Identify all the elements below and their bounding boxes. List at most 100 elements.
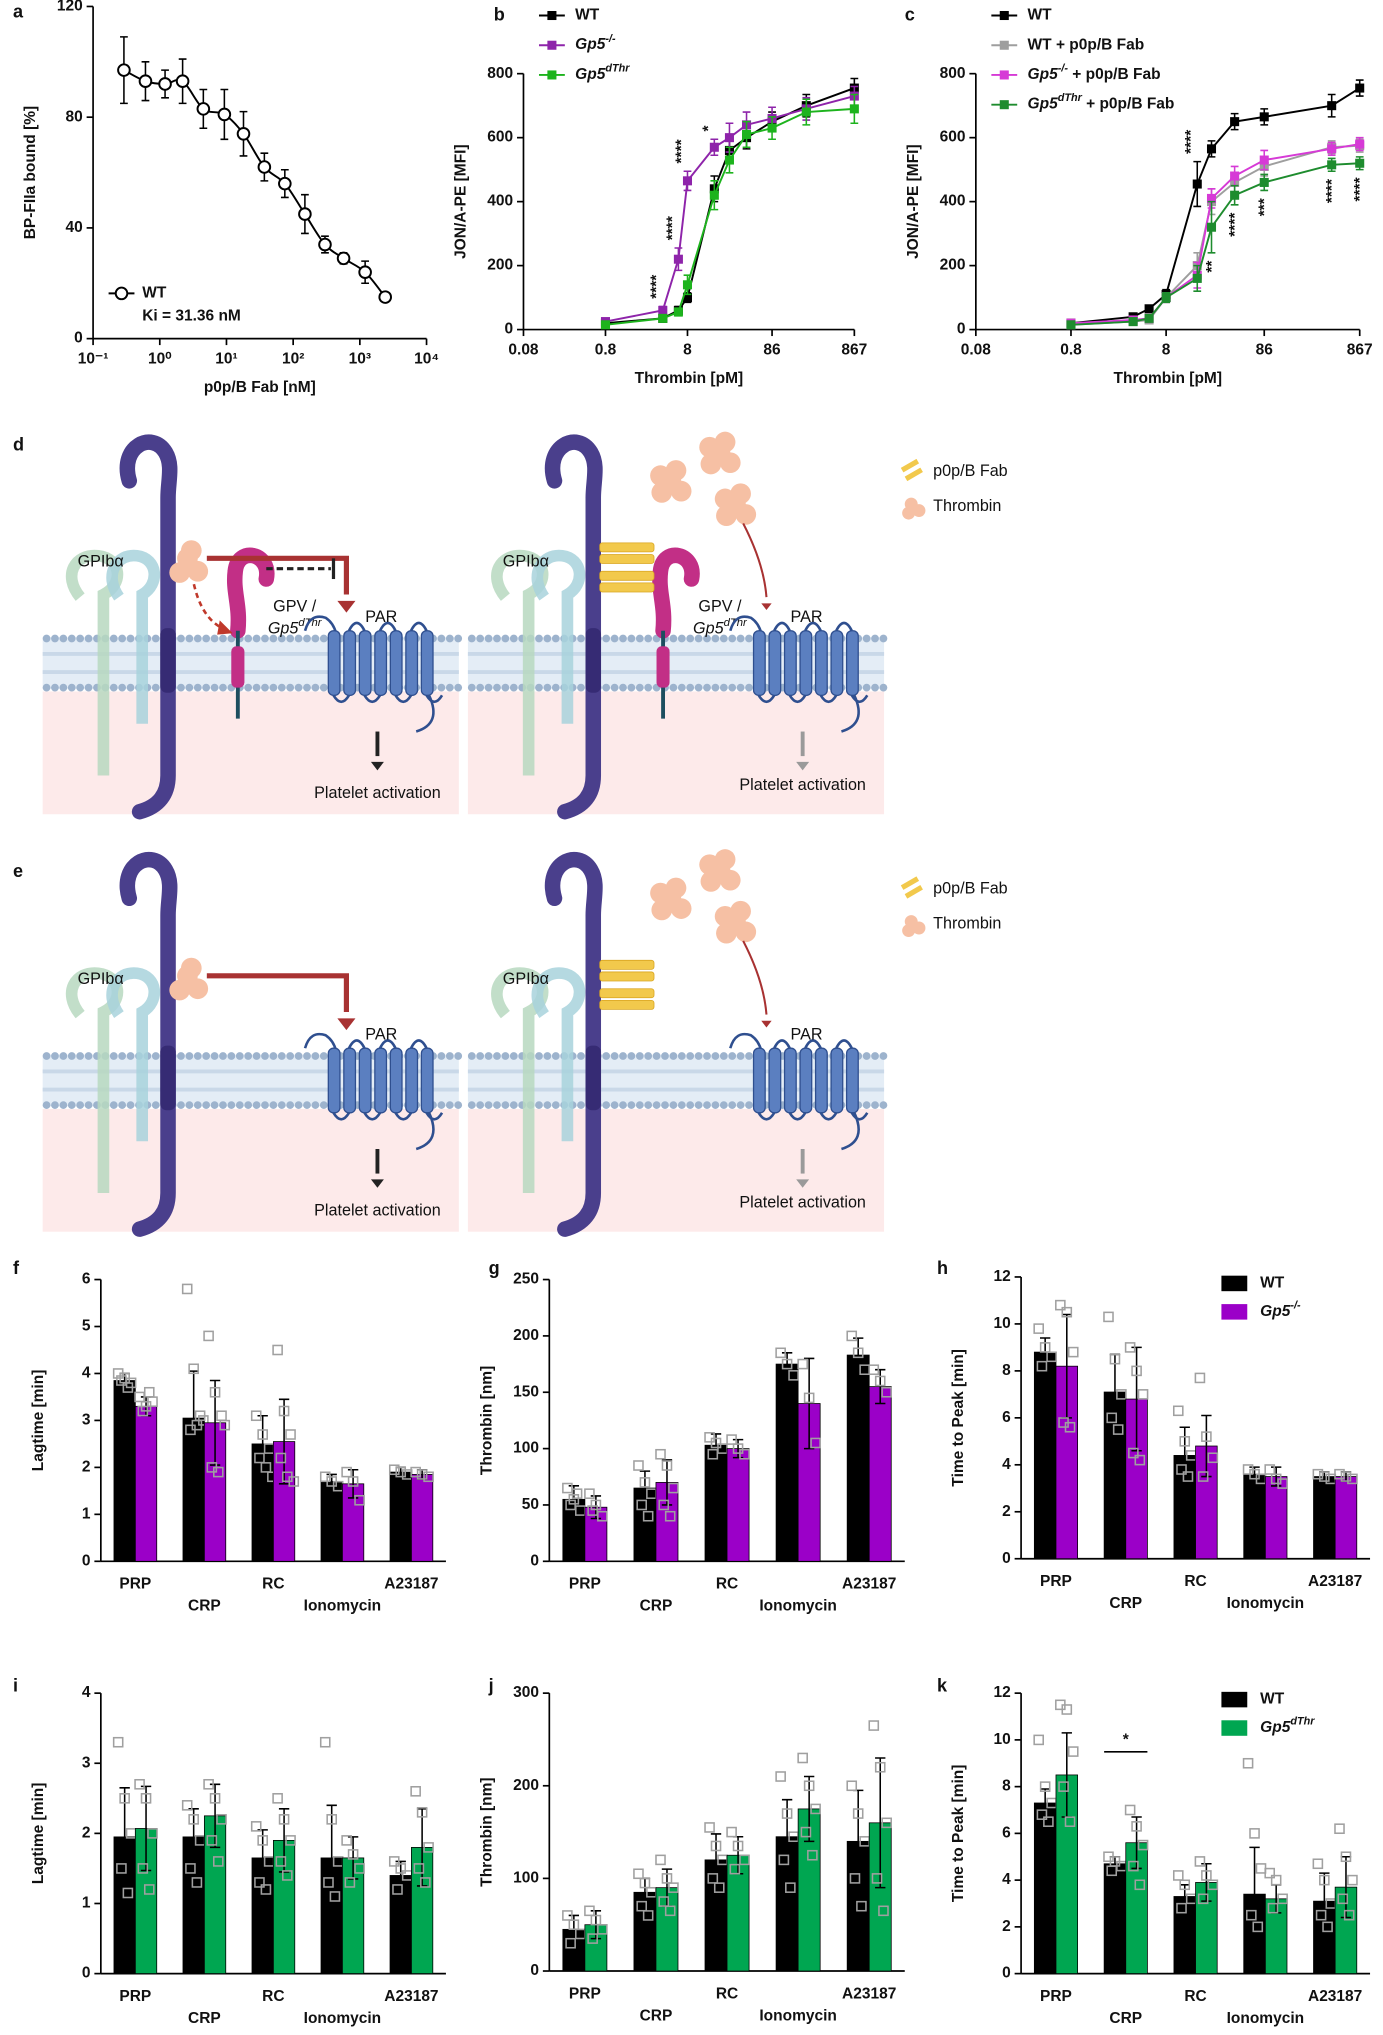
data-point [416, 1469, 428, 1480]
diagram-legend: p0p/B Fab Thrombin [900, 458, 1008, 520]
lipid-head [871, 1101, 879, 1109]
error-bar [803, 1357, 815, 1450]
data-point [250, 1410, 262, 1422]
x-tick-label: 8 [1162, 341, 1171, 358]
data-point [1176, 1902, 1187, 1914]
marker [709, 190, 719, 200]
significance: *** [1257, 197, 1274, 216]
data-point [781, 1358, 793, 1370]
data-point [1064, 1421, 1076, 1433]
lipid-head [745, 634, 753, 643]
lipid-head [277, 1052, 286, 1060]
data-point [341, 1466, 352, 1478]
annotation: Ki = 31.36 nM [142, 308, 241, 325]
lipid-head [484, 634, 493, 643]
lipid-head [210, 1052, 219, 1060]
y-tick-label: 2 [82, 1458, 91, 1475]
lipid-head [652, 1052, 661, 1060]
thrombin [714, 488, 736, 510]
data-point [590, 1914, 602, 1926]
bar [846, 1354, 870, 1562]
data-point [1043, 1816, 1054, 1827]
data-point [1172, 1405, 1184, 1417]
data-point [260, 1884, 272, 1895]
marker [117, 63, 131, 77]
data-point [1112, 1424, 1124, 1435]
y-tick-label: 4 [82, 1684, 91, 1701]
error-bar [188, 1808, 199, 1866]
data-point [181, 1800, 193, 1811]
bar [868, 1386, 892, 1562]
data-point [285, 1835, 296, 1846]
x-tick-label: 10² [282, 350, 304, 367]
marker [336, 251, 351, 266]
error-bar [781, 1352, 793, 1377]
panel-label: a [13, 2, 24, 22]
legend-label: WT [142, 284, 167, 301]
lipid-head [151, 683, 160, 692]
lipid-head [745, 683, 753, 692]
lipid-head [118, 1052, 127, 1060]
lipid-head [661, 1052, 669, 1060]
data-point [562, 1910, 573, 1921]
x-tick-label: Ionomycin [1227, 1595, 1305, 1612]
thrombin [187, 560, 209, 582]
lipid-head [76, 683, 85, 692]
data-point [881, 1386, 892, 1398]
marker [1230, 190, 1240, 200]
data-point [119, 1793, 130, 1804]
x-tick-label: PRP [569, 1576, 601, 1593]
data-point [775, 1347, 786, 1359]
data-point [1137, 1389, 1149, 1400]
lipid-head [109, 634, 118, 643]
membrane [42, 637, 459, 689]
marker [682, 293, 693, 303]
data-point [856, 1900, 867, 1912]
lipid-head [501, 1101, 510, 1109]
x-tick-label: 10⁴ [414, 350, 439, 367]
lipid-head [454, 634, 463, 643]
y-tick-label: 120 [57, 0, 83, 15]
par-helix [405, 630, 419, 696]
x-tick-label: A23187 [1308, 1988, 1362, 2005]
y-tick-label: 200 [513, 1327, 539, 1344]
data-point [275, 1856, 287, 1867]
thrombin [735, 504, 757, 525]
data-point [1061, 1704, 1073, 1715]
data-point [1067, 1746, 1079, 1757]
par-helix [343, 1047, 357, 1114]
data-point [140, 1793, 152, 1804]
signal-arrow [742, 522, 768, 598]
outcome-label: Platelet activation [739, 776, 866, 794]
par-helix [343, 630, 357, 696]
par-helix [783, 1047, 797, 1114]
marker [1355, 83, 1365, 93]
data-point [1334, 1468, 1345, 1480]
data-point [116, 1375, 127, 1386]
lipid-head [484, 1052, 493, 1060]
y-tick-label: 2 [1002, 1503, 1011, 1520]
lipid-head [577, 634, 585, 643]
x-tick-label: CRP [640, 1598, 673, 1615]
error-bar [278, 1808, 290, 1873]
legend-label: Thrombin [933, 914, 1001, 932]
lipid-head [244, 1052, 253, 1060]
data-point [272, 1793, 283, 1804]
marker [1206, 193, 1217, 203]
lipid-head [577, 1052, 585, 1060]
lipid-head [476, 634, 485, 643]
thrombin-icon [902, 924, 916, 938]
error-bar [209, 1379, 221, 1466]
fab [599, 554, 655, 564]
lipid-head [686, 1101, 695, 1109]
lipid-head [484, 683, 493, 692]
thrombin [716, 922, 737, 944]
lipid-head [294, 683, 303, 692]
lipid-head [493, 1052, 501, 1060]
data-point [1343, 1909, 1355, 1921]
data-point [852, 1347, 864, 1359]
lipid-head [118, 1101, 127, 1109]
data-point [664, 1510, 676, 1522]
lipid-head [277, 634, 286, 643]
